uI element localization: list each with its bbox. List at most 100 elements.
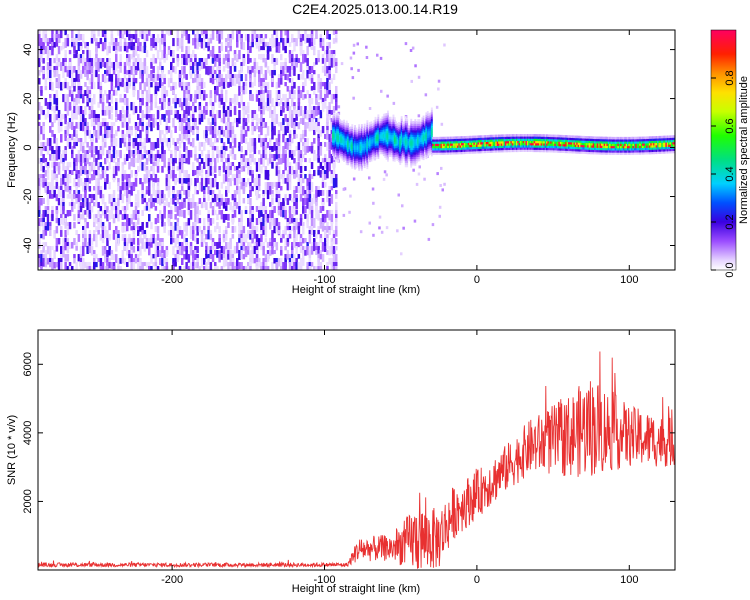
spectrogram-cell [95,202,98,207]
spectrogram-cell [410,154,413,157]
spectrogram-cell [362,134,365,138]
spectrogram-cell [370,123,373,127]
spectrogram-cell [152,202,155,207]
spectrogram-cell [196,34,199,39]
spectrogram-cell [143,234,147,240]
spectrogram-cell [366,131,369,134]
spectrogram-cell [231,138,235,144]
spectrogram-cell [321,102,325,112]
spectrogram-cell [38,178,41,187]
spectrogram-cell [251,246,254,254]
spectrogram-cell [392,119,395,122]
spectrogram-cell [218,46,221,54]
spectrogram-cell [362,152,365,155]
spectrogram-cell [334,143,337,147]
spectrogram-cell [229,178,232,187]
spectrogram-cell [203,238,206,244]
spectrogram-cell [413,147,415,151]
spectrogram-cell [330,54,334,60]
spectrogram-cell [187,266,191,270]
spectrogram-cell [159,78,162,88]
spectrogram-cell [93,110,96,115]
spectrogram-cell [240,166,243,172]
spectrogram-cell [299,258,303,268]
spectrogram-cell [326,242,329,250]
spectrogram-cell [196,74,199,82]
spectrogram-cell [172,66,175,73]
spectrogram-cell [269,186,272,195]
spectrogram-cell [181,38,184,45]
spectrogram-cell [55,90,59,99]
spectrogram-cell [185,190,188,199]
spectrogram-cell [365,153,367,157]
spectrogram-cell [317,230,320,235]
spectrogram-cell [264,34,268,39]
spectrogram-cell [333,142,336,145]
spectrogram-cell [332,74,336,80]
spectrogram-cell [99,234,103,241]
spectrogram-cell [183,246,186,252]
spectrogram-cell [273,62,276,67]
spectrogram-cell [410,151,413,155]
spectrogram-cell [145,114,149,120]
spectrogram-cell [209,38,213,44]
spectrogram-cell [240,146,243,153]
spectrogram-cell [356,140,359,144]
spectrogram-cell [187,46,191,54]
spectrogram-cell [170,66,173,71]
spectrogram-cell [376,149,378,153]
spectrogram-cell [84,186,87,193]
spectrogram-cell [185,30,188,36]
spectrogram-cell [84,182,87,187]
spectrogram-cell [126,262,129,267]
spectrogram-cell [46,146,50,155]
spectrogram-cell [253,30,257,35]
spectrogram-cell [148,154,151,162]
spectrogram-cell [337,148,340,152]
spectrogram-cell [380,131,382,135]
spectrogram-cell [343,119,345,123]
spectrogram-cell [304,138,307,145]
spectrogram-cell [374,134,377,138]
spectrogram-cell [203,162,206,169]
spectrogram-cell [207,150,210,158]
spectrogram-cell [380,144,382,148]
spectrogram-cell [295,170,298,178]
spectrogram-cell [196,178,199,183]
spectrogram-cell [218,82,221,87]
spectrogram-cell [421,148,424,151]
spectrogram-cell [398,157,400,160]
spectrogram-cell [132,246,136,253]
spectrogram-cell [288,166,292,175]
spectrogram-cell [55,82,59,88]
spectrogram-cell [244,118,248,124]
spectrogram-cell [419,148,422,151]
spectrogram-cell [277,78,281,88]
spectrogram-cell [170,158,173,164]
spectrogram-cell [319,266,323,270]
spectrogram-cell [421,132,424,136]
spectrogram-cell [313,50,316,55]
spectrogram-cell [216,222,219,229]
spectrogram-cell [400,125,403,128]
spectrogram-cell [328,110,331,117]
spectrogram-cell [161,82,164,88]
spectrogram-cell [273,126,276,136]
spectrogram-cell [426,135,429,138]
spectrogram-cell [398,124,400,127]
spectrogram-cell [172,198,175,205]
spectrogram-cell [132,234,136,240]
spectrogram-cell [53,166,56,174]
spectrogram-cell [57,166,61,175]
spectrogram-cell [328,230,331,236]
spectrogram-cell [365,140,367,144]
spectrogram-cell [247,230,250,239]
spectrogram-cell [172,118,175,128]
spectrogram-cell [165,110,169,116]
spectrogram-cell [271,210,274,220]
spectrogram-cell [132,154,136,159]
spectrogram-cell [159,106,162,111]
spectrogram-cell [194,66,197,73]
spectrogram-cell [86,210,89,218]
spectrogram-cell [426,148,429,152]
